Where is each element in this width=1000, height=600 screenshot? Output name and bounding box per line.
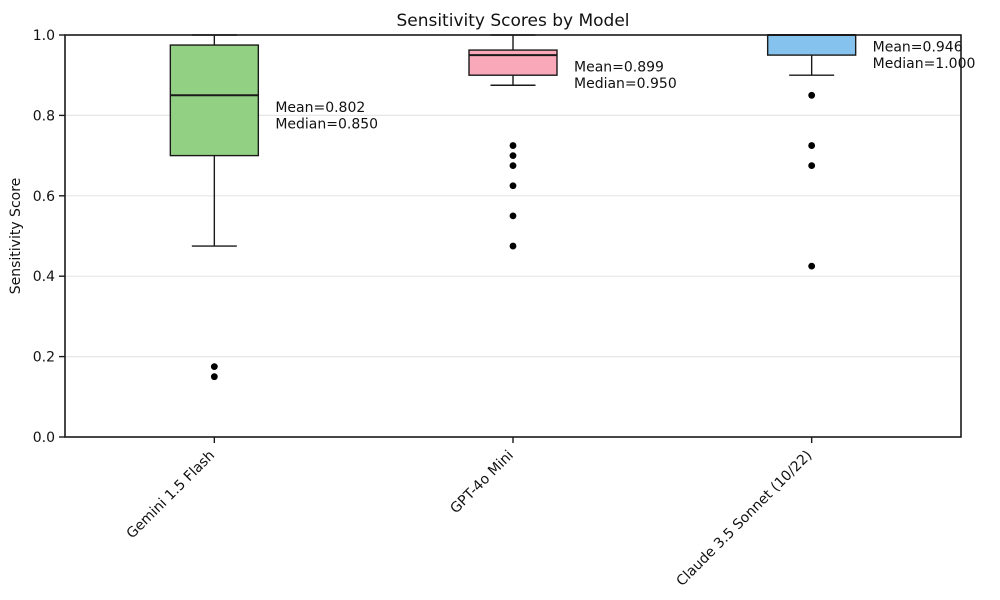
y-tick-label: 0.4 [33,269,55,285]
box [468,49,558,76]
outlier-point [210,363,218,371]
outlier-point [509,162,517,170]
x-tick-label: Gemini 1.5 Flash [124,448,218,542]
outlier-point [509,212,517,220]
y-tick-label: 0.0 [33,430,55,446]
y-tick-label: 0.2 [33,350,55,366]
outlier-point [210,373,218,381]
outlier-point [808,142,816,149]
y-tick-label: 0.6 [33,189,55,205]
y-tick-label: 0.8 [33,108,55,124]
chart-title: Sensitivity Scores by Model [396,11,630,31]
stat-annotation: Mean=0.802 [275,100,365,116]
x-tick-label: Claude 3.5 Sonnet (10/22) [673,448,815,590]
outlier-point [509,142,517,149]
outlier-point [509,152,517,160]
outlier-point [808,162,816,170]
box [766,34,857,56]
box [169,44,260,157]
stat-annotation: Mean=0.946 [873,40,963,56]
outlier-point [808,262,816,270]
stat-annotation: Mean=0.899 [574,60,664,76]
stat-annotation: Median=0.850 [275,116,378,132]
outlier-point [509,182,517,190]
y-tick-label: 1.0 [33,28,55,44]
stat-annotation: Median=1.000 [873,56,976,72]
outlier-point [808,91,816,99]
stat-annotation: Median=0.950 [574,76,677,92]
x-tick-label: GPT-4o Mini [447,448,516,517]
outlier-point [509,242,517,250]
